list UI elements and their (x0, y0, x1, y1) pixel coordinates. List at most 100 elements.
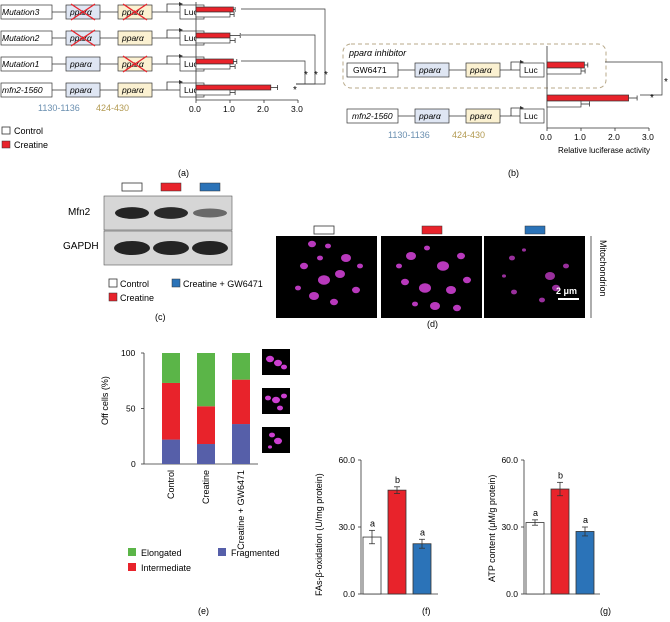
e-bar-intermediate (162, 382, 180, 440)
d-control-marker (313, 225, 335, 235)
bar-gw6471 (575, 531, 595, 595)
mitochondria-spot (446, 286, 456, 294)
sig-letter: a (370, 518, 375, 528)
blot-band-gapdh (114, 241, 150, 255)
e-legend-elongated-swatch (128, 548, 136, 556)
tss-arrow (166, 55, 181, 64)
mitochondria-spot (401, 278, 409, 286)
mitochondria-spot (511, 289, 517, 295)
bar-creatine (550, 488, 570, 595)
panel-b: pparα inhibitor GW6471 pparα pparα Luc mfn2-… (342, 43, 668, 178)
sig-letter: a (583, 515, 588, 525)
ppara-box-2-label: pparα (121, 7, 145, 17)
sig-star: * (293, 85, 297, 96)
b-luc-box (519, 108, 545, 124)
e-bar-intermediate (197, 406, 215, 445)
mutation-cross (122, 3, 148, 21)
sig-letter: b (558, 470, 563, 480)
c-legend-control: Control (120, 279, 149, 289)
e-bar-fragmented (162, 439, 180, 464)
tss-arrow (166, 29, 181, 38)
x-tick-label: 2.0 (608, 132, 620, 142)
mitochondria-spot (357, 263, 363, 269)
y-tick-label: 30.0 (338, 522, 355, 532)
sig-star: * (314, 70, 318, 81)
legend-creatine-label: Creatine (14, 140, 48, 150)
construct-label: Mutation1 (2, 59, 40, 69)
e-y-tick-label: 50 (126, 404, 136, 414)
b-site2-label: 424-430 (452, 130, 485, 140)
sig-letter: a (533, 508, 538, 518)
x-tick-label: 0.0 (189, 104, 201, 114)
e-legend-intermediate-swatch (128, 563, 136, 571)
mitochondria-spot (437, 261, 449, 271)
significance-bracket (241, 8, 326, 85)
luc-label: Luc (184, 85, 198, 95)
blot-band-mfn2 (115, 207, 149, 219)
blot-row-gapdh: GAPDH (63, 241, 99, 252)
panel-d-label: (d) (427, 319, 438, 329)
thumb-spot (269, 432, 275, 438)
significance-bracket (241, 34, 316, 85)
b-tss-arrow (510, 61, 522, 70)
mitochondria-spot (509, 255, 515, 261)
blot-row-mfn2: Mfn2 (68, 207, 91, 218)
y-tick-label: 0.0 (506, 589, 518, 599)
mitochondria-spot (457, 252, 465, 260)
panel-c-label: (c) (155, 312, 166, 322)
panel-f: 0.0 30.0 60.0 a b a FAs-β-oxidation (U/mg pro… (314, 455, 438, 616)
thumb-spot (277, 405, 283, 411)
scale-bar-label: 2 μm (556, 286, 577, 296)
b-construct-label: GW6471 (353, 65, 387, 75)
ppara-box-2-label: pparα (121, 33, 145, 43)
luc-label: Luc (184, 59, 198, 69)
c-legend-control-swatch (108, 278, 118, 288)
ppara-box-2-label: pparα (121, 59, 145, 69)
e-ylabel: Off cells (%) (100, 376, 110, 425)
b-ppara-box-2-label: pparα (469, 65, 493, 75)
mitochondria-spot (539, 297, 545, 303)
construct-label: mfn2-1560 (2, 85, 43, 95)
mitochondria-spot (352, 286, 360, 294)
e-x-tick-label: Creatine + GW6471 (236, 470, 246, 550)
bar-creatine (546, 94, 629, 102)
mitochondria-spot (318, 275, 330, 285)
mitochondria-spot (309, 292, 319, 300)
bar-creatine (546, 61, 585, 69)
panel-e-label: (e) (198, 606, 209, 616)
c-legend-gw-swatch (171, 278, 181, 288)
c-legend-creatine: Creatine (120, 293, 154, 303)
blot-band-gapdh (192, 241, 228, 255)
e-legend-fragmented-swatch (218, 548, 226, 556)
x-tick-label: 0.0 (540, 132, 552, 142)
e-y-tick-label: 0 (131, 459, 136, 469)
bar-creatine (195, 32, 231, 39)
luc-label: Luc (184, 7, 198, 17)
y-tick-label: 0.0 (343, 589, 355, 599)
b-significance-bracket (605, 61, 663, 96)
mutation-cross (70, 3, 96, 21)
e-legend-intermediate: Intermediate (141, 563, 191, 573)
ppara-box-1-label: pparα (69, 59, 93, 69)
thumb-spot (274, 437, 282, 445)
inhibitor-dashed-box (342, 43, 607, 89)
x-tick-label: 3.0 (291, 104, 303, 114)
mitochondria-spot (522, 248, 526, 252)
bar-control (362, 536, 382, 595)
mutation-cross (70, 29, 96, 47)
construct-label: Mutation2 (2, 33, 40, 43)
mitochondria-spot (545, 272, 555, 280)
sig-letter: b (395, 475, 400, 485)
thumb-spot (281, 393, 287, 399)
ppara-box-1-label: pparα (69, 7, 93, 17)
bar-creatine (195, 58, 234, 65)
thumb-spot (281, 364, 287, 370)
significance-bracket (241, 60, 306, 85)
sig-star: * (324, 70, 328, 81)
e-bar-fragmented (197, 444, 215, 464)
b-ppara-box-1-label: pparα (418, 65, 442, 75)
panel-g: 0.0 30.0 60.0 a b a ATP content (μM/g protein… (487, 455, 611, 616)
y-tick-label: 60.0 (338, 455, 355, 465)
mitochondria-spot (419, 283, 431, 293)
panel-a: Mutation3 pparα pparα Luc Mutation2 pparα ppar… (0, 2, 328, 178)
